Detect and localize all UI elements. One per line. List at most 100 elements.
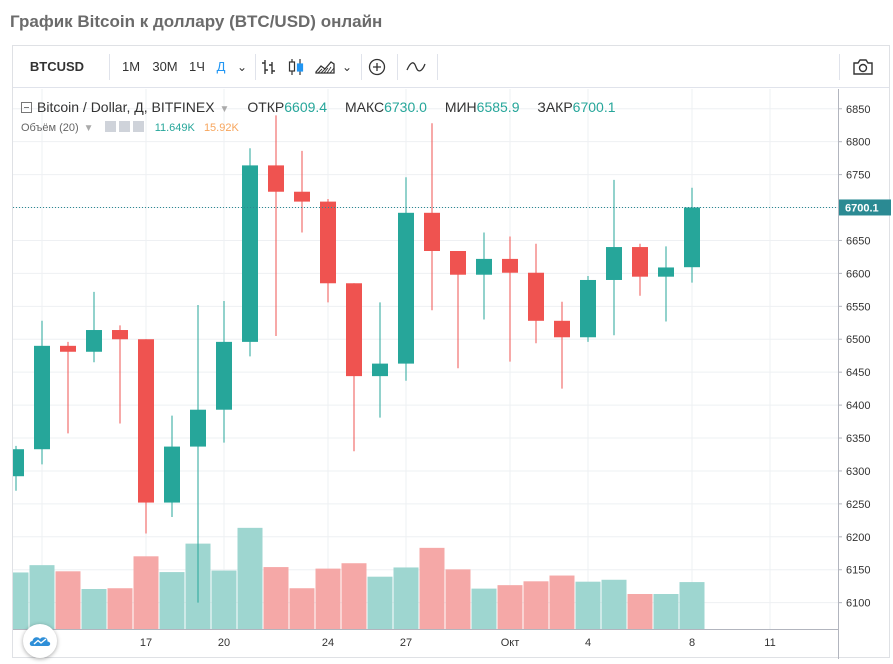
series-legend: Bitcoin / Dollar, Д, BITFINEX ▼ ОТКР6609.… <box>21 99 616 115</box>
camera-icon[interactable] <box>851 58 875 76</box>
candle-body <box>476 258 492 275</box>
chart-area[interactable]: 6100 6150 6200 6250 6300 6350 6400 6450 6500 6550… <box>13 89 891 659</box>
candle-body <box>346 283 362 377</box>
volume-bar <box>263 567 289 629</box>
last-price-badge <box>839 199 891 216</box>
volume-bar <box>29 565 55 629</box>
cloud-logo-icon <box>29 637 51 646</box>
compare-icon[interactable] <box>405 57 427 77</box>
candle-body <box>112 330 128 340</box>
price-tick-label: 6550 <box>846 301 870 313</box>
price-tick-label: 6300 <box>846 466 870 478</box>
price-chart[interactable]: 6100 6150 6200 6250 6300 6350 6400 6450 6500 6550… <box>13 89 891 659</box>
price-tick-label: 6450 <box>846 367 870 379</box>
toolbar-divider <box>361 54 362 80</box>
volume-bar <box>81 589 107 629</box>
candle-body <box>164 446 180 503</box>
volume-bar <box>627 594 653 629</box>
candle-body <box>606 247 622 280</box>
volume-bar <box>107 588 133 629</box>
candle-body <box>60 345 76 352</box>
volume-bar <box>445 569 471 629</box>
chart-widget: BTCUSD 1М 30М 1Ч Д ⌄ ⌄ <box>12 45 891 659</box>
candle-body <box>502 258 518 273</box>
candle-body <box>658 267 674 277</box>
remove-close-icon[interactable] <box>132 121 144 132</box>
volume-bar <box>601 579 627 629</box>
volume-bar <box>549 575 575 629</box>
price-tick-label: 6400 <box>846 400 870 412</box>
last-price-label: 6700.1 <box>845 202 879 214</box>
price-tick-label: 6100 <box>846 598 870 610</box>
volume-bar <box>367 576 393 629</box>
volume-bar <box>471 588 497 629</box>
volume-ma-value: 15.92K <box>203 122 239 134</box>
volume-label: Объём (20) <box>21 122 79 134</box>
toolbar-divider <box>397 54 398 80</box>
volume-bar <box>315 568 341 629</box>
volume-bar <box>393 567 419 629</box>
candle-body <box>294 191 310 202</box>
time-tick-label: 20 <box>218 637 230 649</box>
candle-body <box>372 363 388 377</box>
time-tick-label: 8 <box>689 637 695 649</box>
volume-bar <box>419 547 445 629</box>
bars-style-icon[interactable] <box>259 57 279 77</box>
time-tick-label: 24 <box>322 637 334 649</box>
symbol-search-button[interactable]: BTCUSD <box>29 59 85 74</box>
candle-body <box>13 449 24 477</box>
volume-bar <box>679 582 705 629</box>
volume-bar <box>341 563 367 629</box>
visibility-eye-icon[interactable] <box>104 121 116 132</box>
legend-chevron-down-icon[interactable]: ▼ <box>219 104 230 115</box>
chart-style-dropdown-chevron-icon[interactable]: ⌄ <box>341 60 353 74</box>
toolbar-divider <box>109 54 110 80</box>
interval-day-button[interactable]: Д <box>216 59 226 74</box>
volume-bar <box>133 556 159 629</box>
volume-bar <box>575 581 601 629</box>
settings-gear-icon[interactable] <box>118 121 130 132</box>
price-tick-label: 6750 <box>846 170 870 182</box>
volume-bar <box>211 570 237 629</box>
candle-body <box>86 330 102 352</box>
candle-body <box>242 165 258 342</box>
interval-dropdown-chevron-icon[interactable]: ⌄ <box>236 60 248 74</box>
time-tick-label: 4 <box>585 637 591 649</box>
volume-bar <box>159 572 185 629</box>
price-tick-label: 6150 <box>846 565 870 577</box>
interval-30m-button[interactable]: 30М <box>152 59 178 74</box>
close-label: ЗАКР <box>537 99 573 115</box>
price-tick-label: 6850 <box>846 104 870 116</box>
volume-bar <box>289 588 315 629</box>
price-tick-label: 6500 <box>846 334 870 346</box>
area-style-icon[interactable] <box>314 57 336 77</box>
low-value: 6585.9 <box>476 99 520 115</box>
toolbar-divider <box>437 54 438 80</box>
collapse-legend-icon[interactable] <box>21 102 32 113</box>
high-label: МАКС <box>344 99 385 115</box>
volume-bar <box>653 594 679 629</box>
candle-body <box>554 320 570 338</box>
time-tick-label: 27 <box>400 637 412 649</box>
open-value: 6609.4 <box>284 99 328 115</box>
candle-body <box>632 247 648 277</box>
price-tick-label: 6650 <box>846 235 870 247</box>
tradingview-logo-button[interactable] <box>23 624 57 658</box>
price-tick-label: 6200 <box>846 532 870 544</box>
interval-1h-button[interactable]: 1Ч <box>189 59 205 74</box>
candle-body <box>268 165 284 192</box>
volume-bar <box>497 585 523 629</box>
close-value: 6700.1 <box>572 99 616 115</box>
price-tick-label: 6350 <box>846 433 870 445</box>
add-indicator-icon[interactable] <box>367 57 387 77</box>
candles-style-icon[interactable] <box>286 57 306 77</box>
candle-body <box>34 345 50 450</box>
candle-body <box>424 212 440 251</box>
price-tick-label: 6600 <box>846 268 870 280</box>
instrument-label: Bitcoin / Dollar, Д, BITFINEX <box>37 99 215 115</box>
volume-chevron-down-icon[interactable]: ▼ <box>83 123 94 134</box>
interval-1m-button[interactable]: 1М <box>121 59 141 74</box>
candle-body <box>216 341 232 410</box>
volume-value: 11.649K <box>154 122 195 134</box>
page-title: График Bitcoin к доллару (BTC/USD) онлай… <box>10 12 383 31</box>
